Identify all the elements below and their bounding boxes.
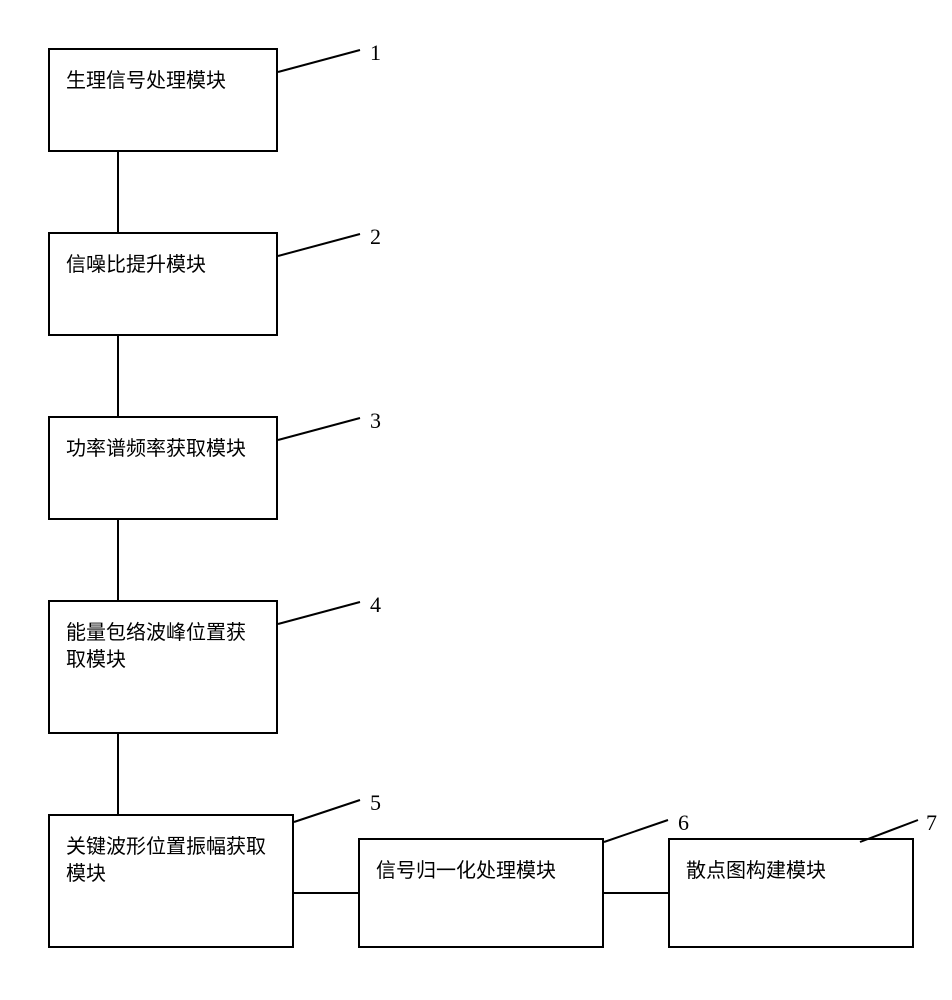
flowchart-leader-line — [278, 602, 360, 624]
flowchart-node-label: 关键波形位置振幅获取模块 — [66, 834, 276, 888]
flowchart-node-n6: 信号归一化处理模块 — [358, 838, 604, 948]
flowchart-leader-line — [278, 50, 360, 72]
flowchart-node-n5: 关键波形位置振幅获取模块 — [48, 814, 294, 948]
flowchart-node-label: 信噪比提升模块 — [66, 252, 206, 279]
flowchart-ref-label: 6 — [678, 810, 689, 836]
flowchart-leader-line — [294, 800, 360, 822]
flowchart-node-label: 散点图构建模块 — [686, 858, 826, 885]
flowchart-node-label: 信号归一化处理模块 — [376, 858, 556, 885]
flowchart-node-label: 能量包络波峰位置获取模块 — [66, 620, 260, 674]
flowchart-ref-label: 1 — [370, 40, 381, 66]
flowchart-ref-label: 3 — [370, 408, 381, 434]
flowchart-node-n1: 生理信号处理模块 — [48, 48, 278, 152]
flowchart-node-label: 生理信号处理模块 — [66, 68, 226, 95]
flowchart-node-n4: 能量包络波峰位置获取模块 — [48, 600, 278, 734]
flowchart-ref-label: 5 — [370, 790, 381, 816]
flowchart-canvas: 生理信号处理模块信噪比提升模块功率谱频率获取模块能量包络波峰位置获取模块关键波形… — [0, 0, 952, 1000]
flowchart-leader-line — [278, 234, 360, 256]
flowchart-ref-label: 4 — [370, 592, 381, 618]
flowchart-node-n2: 信噪比提升模块 — [48, 232, 278, 336]
flowchart-leader-line — [278, 418, 360, 440]
flowchart-leader-line — [604, 820, 668, 842]
flowchart-node-n7: 散点图构建模块 — [668, 838, 914, 948]
flowchart-node-label: 功率谱频率获取模块 — [66, 436, 246, 463]
flowchart-node-n3: 功率谱频率获取模块 — [48, 416, 278, 520]
flowchart-ref-label: 2 — [370, 224, 381, 250]
flowchart-ref-label: 7 — [926, 810, 937, 836]
